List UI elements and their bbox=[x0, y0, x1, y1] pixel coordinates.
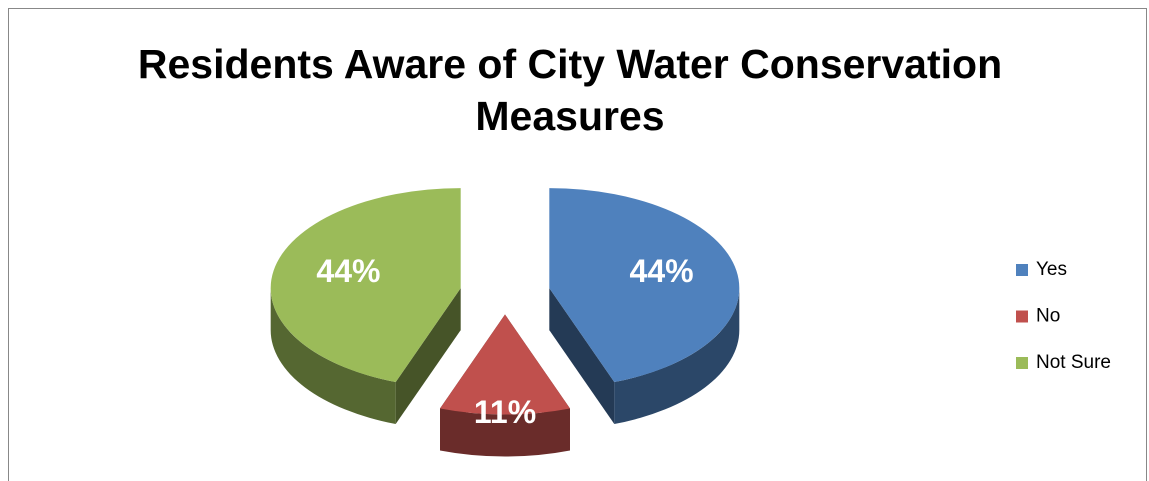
legend-swatch bbox=[1016, 310, 1028, 323]
legend-label: No bbox=[1036, 306, 1060, 327]
slice-top bbox=[270, 188, 461, 383]
legend-label: Yes bbox=[1036, 259, 1067, 280]
data-label: 44% bbox=[316, 253, 380, 289]
legend-swatch bbox=[1016, 264, 1028, 276]
pie-slice bbox=[270, 188, 461, 425]
slice-cut-face bbox=[395, 288, 461, 425]
chart-border bbox=[8, 8, 1147, 481]
slice-side bbox=[614, 288, 740, 425]
slice-side bbox=[440, 408, 570, 457]
data-label: 11% bbox=[474, 394, 536, 430]
pie-slice bbox=[549, 188, 740, 425]
slice-side bbox=[270, 288, 396, 425]
slice-top bbox=[549, 188, 740, 383]
legend-swatch bbox=[1016, 357, 1028, 369]
data-label: 44% bbox=[630, 253, 694, 289]
legend-label: Not Sure bbox=[1036, 352, 1111, 373]
pie-slice bbox=[440, 314, 570, 457]
slice-top bbox=[440, 314, 570, 415]
slice-cut-face bbox=[549, 288, 615, 425]
chart-title: Residents Aware of City Water Conservati… bbox=[137, 41, 1003, 139]
